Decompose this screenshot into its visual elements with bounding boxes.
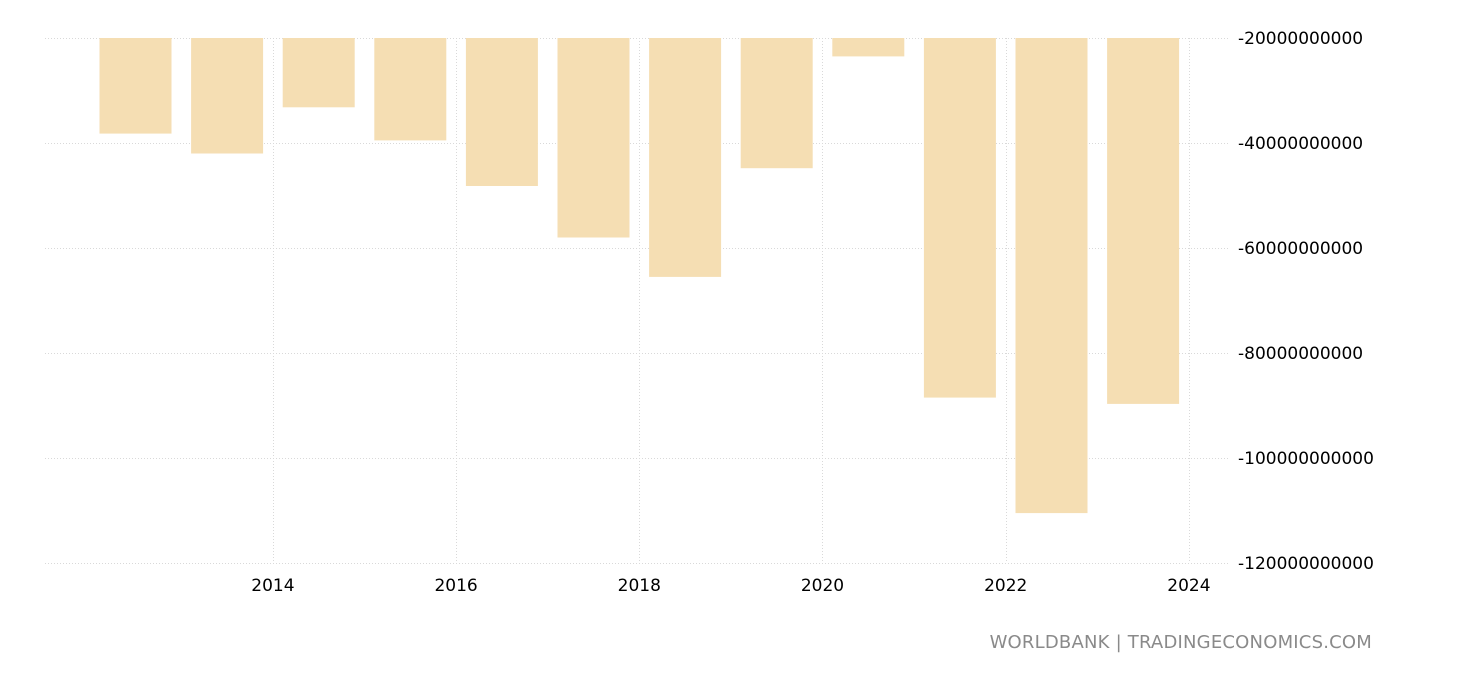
x-axis-ticks: 2014 2016 2018 2020 2022 2024 xyxy=(251,576,1210,596)
bar-2016 xyxy=(374,38,447,141)
bar-2023 xyxy=(1015,38,1088,514)
y-tick-label: -120000000000 xyxy=(1238,554,1374,574)
y-tick-label: -20000000000 xyxy=(1238,29,1363,49)
bar-2019 xyxy=(649,38,722,277)
bar-2017 xyxy=(465,38,538,186)
x-tick-label: 2014 xyxy=(251,576,294,596)
y-tick-label: -80000000000 xyxy=(1238,344,1363,364)
x-tick-label: 2020 xyxy=(801,576,844,596)
y-tick-label: -40000000000 xyxy=(1238,134,1363,154)
bar-2015 xyxy=(282,38,355,108)
bar-2018 xyxy=(557,38,630,238)
bar-2013 xyxy=(99,38,172,134)
bar-2014 xyxy=(191,38,264,154)
bar-2021 xyxy=(832,38,905,57)
bar-2020 xyxy=(740,38,813,169)
x-tick-label: 2024 xyxy=(1167,576,1210,596)
x-tick-label: 2022 xyxy=(984,576,1027,596)
bar-2022 xyxy=(923,38,996,398)
bar-series xyxy=(99,38,1180,514)
y-axis-ticks: -20000000000 -40000000000 -60000000000 -800… xyxy=(1238,29,1374,574)
x-tick-label: 2016 xyxy=(434,576,477,596)
bar-2024 xyxy=(1107,38,1180,404)
y-tick-label: -100000000000 xyxy=(1238,449,1374,469)
source-attribution: WORLDBANK | TRADINGECONOMICS.COM xyxy=(989,632,1372,653)
x-tick-label: 2018 xyxy=(618,576,661,596)
y-tick-label: -60000000000 xyxy=(1238,239,1363,259)
